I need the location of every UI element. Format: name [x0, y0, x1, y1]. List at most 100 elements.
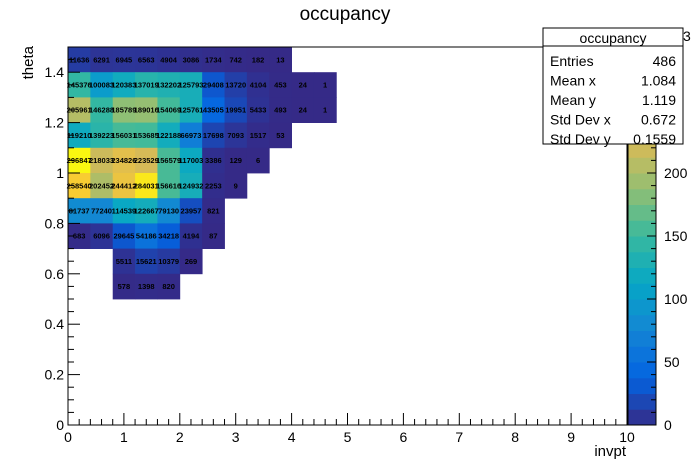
heatmap-cell-label: 5433: [250, 106, 267, 115]
heatmap-cell: [157, 248, 181, 275]
colorbar-swatch: [628, 251, 656, 268]
heatmap-cell: [68, 173, 91, 199]
heatmap-cell-label: 19951: [225, 106, 246, 115]
heatmap-cell-label: 77240: [91, 207, 112, 216]
colorbar-tick-label: 150: [664, 228, 688, 244]
heatmap-cell-label: 153685: [134, 131, 159, 140]
stats-box-frame: [542, 27, 684, 145]
colorbar-exponent-label: 3: [683, 28, 691, 44]
heatmap-cell-label: 34218: [158, 232, 179, 241]
heatmap-cell-label: 24: [299, 81, 308, 90]
colorbar-swatch: [628, 283, 656, 300]
heatmap-cell-label: 1: [323, 81, 327, 90]
heatmap-cell: [224, 47, 248, 73]
heatmap-cell: [313, 97, 337, 123]
heatmap-cell-label: 87: [209, 232, 217, 241]
heatmap-cell: [157, 173, 181, 199]
heatmap-cell: [90, 97, 114, 123]
heatmap-cell-label: 117003: [179, 156, 204, 165]
heatmap-cell: [90, 147, 114, 174]
heatmap-cell: [179, 47, 203, 73]
heatmap-cell: [135, 47, 158, 73]
stats-row-label: Mean y: [550, 92, 596, 108]
stats-box-rows: Entries 486 Mean x 1.084 Mean y 1.119 Std Dev …: [550, 53, 676, 147]
heatmap-cell-label: 81737: [69, 207, 90, 216]
stats-row-value: 0.672: [641, 112, 676, 128]
heatmap-cell-label: 122188: [156, 131, 181, 140]
heatmap-cell: [68, 72, 91, 98]
heatmap-cell-label: 43505: [203, 106, 224, 115]
heatmap-cell: [224, 173, 248, 199]
heatmap-cell: [112, 223, 136, 249]
x-tick-label: 1: [120, 429, 128, 445]
y-axis-ticks: 0 0.2 0.4 0.6 0.8 1 1.2 1.4: [45, 46, 80, 433]
heatmap-cell: [157, 122, 181, 149]
stats-row-value: 486: [653, 53, 677, 69]
heatmap-cell: [135, 97, 158, 123]
heatmap-cell: [202, 47, 225, 73]
heatmap-cell: [157, 198, 181, 224]
heatmap-cell: [157, 147, 181, 174]
y-tick-label: 1.2: [45, 115, 65, 131]
heatmap-cell: [179, 72, 203, 98]
heatmap-cell-label: 9: [234, 181, 238, 190]
y-tick-label: 0.4: [45, 316, 65, 332]
heatmap-cell-label: 3086: [183, 55, 200, 64]
stats-row-value: 1.119: [642, 92, 676, 108]
y-tick-label: 0.2: [45, 367, 65, 383]
heatmap-cell-label: 119210: [67, 131, 92, 140]
heatmap-cell: [224, 72, 248, 98]
heatmap-cell-label: 6096: [93, 232, 110, 241]
heatmap-cell: [202, 173, 225, 199]
heatmap-cell-label: 269: [185, 257, 198, 266]
x-tick-label: 5: [344, 429, 352, 445]
y-tick-label: 0.8: [45, 215, 65, 231]
colorbar-swatch: [628, 236, 656, 253]
heatmap-cell-label: 202452: [89, 181, 114, 190]
heatmap-cell: [68, 47, 91, 73]
heatmap-cell-label: 284031: [134, 181, 159, 190]
heatmap-cell-label: 6945: [116, 55, 133, 64]
colorbar-tick-label: 0: [664, 417, 672, 433]
heatmap-cell-label: 145376: [67, 81, 92, 90]
heatmap-cell: [179, 248, 203, 275]
heatmap-cell: [112, 72, 136, 98]
colorbar-swatch: [628, 314, 656, 331]
colorbar-swatch: [628, 330, 656, 347]
heatmap-cell: [179, 97, 203, 123]
colorbar-swatch: [628, 204, 656, 221]
x-axis-label: invpt: [594, 443, 627, 460]
heatmap-cell-label: 29645: [113, 232, 134, 241]
heatmap-cell-label: 146288: [89, 106, 114, 115]
x-tick-label: 2: [176, 429, 184, 445]
heatmap-cell-label: 1: [323, 106, 327, 115]
x-tick-label: 4: [288, 429, 296, 445]
heatmap-cell: [90, 72, 114, 98]
heatmap-cell-label: 139223: [89, 131, 114, 140]
heatmap-cell-label: 125793: [178, 81, 203, 90]
heatmap-cell-label: 453: [274, 81, 287, 90]
heatmap-cell-label: 296847: [67, 156, 92, 165]
heatmap-cell-label: 132202: [156, 81, 181, 90]
x-tick-label: 8: [511, 429, 519, 445]
heatmap-cell-label: 6291: [93, 55, 110, 64]
heatmap-cell: [157, 223, 181, 249]
heatmap-cell: [269, 97, 292, 123]
colorbar-tick-label: 50: [664, 354, 680, 370]
heatmap-cell: [112, 198, 136, 224]
heatmap-cell: [135, 122, 158, 149]
heatmap-cell-label: 15621: [136, 257, 157, 266]
heatmap-cell: [68, 223, 91, 249]
heatmap-cell: [179, 173, 203, 199]
heatmap-cell-label: 13720: [225, 81, 246, 90]
heatmap-cell-label: 223529: [134, 156, 159, 165]
y-axis-label: theta: [20, 45, 37, 79]
stats-row-label: Std Dev y: [550, 131, 611, 147]
heatmap-cell-label: 137019: [134, 81, 159, 90]
heatmap-cell: [112, 147, 136, 174]
heatmap-cell-label: 258540: [67, 181, 92, 190]
colorbar-swatch: [628, 362, 656, 379]
colorbar-ticks: 0 50 100 150 200: [647, 46, 688, 433]
heatmap-cell-label: 683: [73, 232, 86, 241]
